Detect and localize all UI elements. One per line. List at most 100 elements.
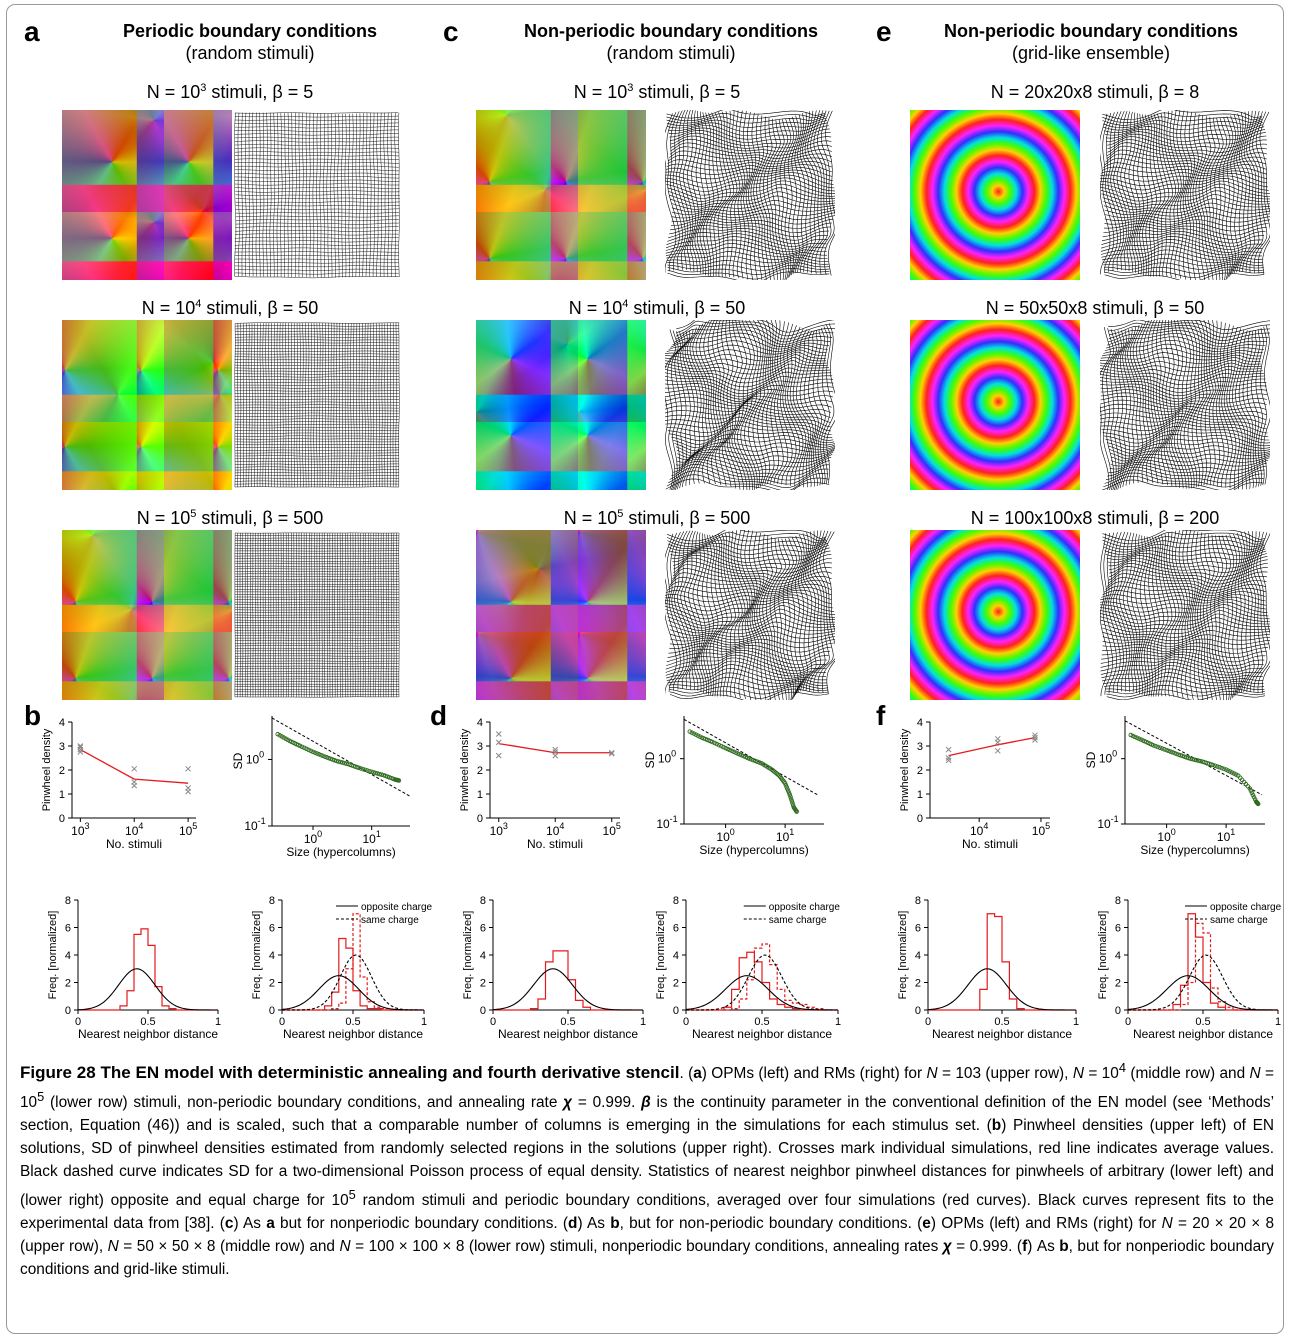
legend-same-label: same charge [361, 915, 419, 926]
legend-same-label: same charge [1210, 915, 1268, 926]
simulation-cross [77, 743, 84, 749]
sd-marker [1217, 765, 1222, 770]
sd-marker [336, 759, 341, 764]
fit-opposite-charge [685, 975, 839, 1011]
axis-frame [929, 722, 1050, 819]
experimental-fit [492, 968, 643, 1011]
row-title-c-3: N = 105 stimuli, β = 500 [563, 508, 751, 528]
sd-marker [788, 794, 793, 800]
y-tick-label: 0 [917, 813, 923, 825]
y-tick-label: 100 [658, 749, 676, 766]
y-axis-label: Pinwheel density [459, 728, 471, 811]
retinotopic-map [665, 320, 835, 490]
sd-marker [794, 809, 799, 814]
panel-letter-d: d [430, 700, 448, 731]
sd-marker [297, 743, 303, 749]
histogram-same-charge [282, 913, 424, 1011]
x-tick-label: 0 [75, 1016, 81, 1028]
sd-marker [718, 743, 724, 749]
figure-caption: Figure 28 The EN model with deterministi… [20, 1060, 1275, 1279]
sd-marker [1164, 747, 1169, 753]
y-tick-label: 0 [480, 1005, 486, 1017]
y-tick-label: 8 [1115, 895, 1121, 907]
simulation-cross [552, 752, 559, 759]
retinotopic-map [232, 320, 402, 490]
x-axis-label: Nearest neighbor distance [78, 1027, 218, 1041]
sd-marker [1210, 762, 1216, 768]
y-tick-label: 10-1 [244, 816, 265, 833]
y-tick-label: 1 [59, 789, 65, 801]
x-tick-label: 103 [490, 821, 508, 838]
fit-same-charge [686, 954, 839, 1011]
sd-marker [714, 741, 720, 747]
legend-same-label: same charge [769, 915, 827, 926]
sd-marker [1157, 745, 1163, 750]
simulation-cross [945, 746, 952, 753]
y-tick-label: 4 [65, 950, 71, 962]
row-title-c-2: N = 104 stimuli, β = 50 [568, 298, 746, 318]
sd-marker [304, 746, 309, 752]
simulation-cross [77, 744, 84, 751]
legend-opposite-label: opposite charge [361, 902, 433, 913]
orientation-preference-map [62, 110, 232, 280]
x-axis-label: No. stimuli [106, 837, 162, 851]
sd-marker [1190, 756, 1195, 762]
sd-marker [1192, 757, 1197, 762]
row-title-c-1: N = 103 stimuli, β = 5 [573, 82, 741, 102]
sd-marker [362, 767, 368, 773]
retinotopic-map [665, 530, 835, 700]
x-tick-label: 104 [546, 821, 564, 838]
x-tick-label: 1 [835, 1016, 841, 1028]
y-tick-label: 6 [915, 923, 921, 935]
sd-marker [1250, 792, 1256, 798]
simulation-cross [1032, 737, 1038, 743]
sd-marker [790, 800, 795, 806]
simulation-cross [945, 755, 952, 761]
y-tick-label: 0 [1115, 1005, 1121, 1017]
y-axis-label: SD [643, 751, 657, 768]
sd-marker [1215, 764, 1220, 769]
y-axis-label: Freq. [normalized] [897, 911, 909, 1000]
panel-letter-e: e [876, 16, 892, 47]
axis-frame [71, 722, 196, 819]
x-tick-label: 105 [179, 821, 197, 838]
retinotopic-map [232, 110, 402, 280]
axis-frame [271, 716, 410, 827]
y-tick-label: 10-1 [1097, 814, 1118, 831]
y-tick-label: 0 [673, 1005, 679, 1017]
x-axis-label: Size (hypercolumns) [699, 843, 808, 857]
fit-same-charge [282, 954, 425, 1011]
x-tick-label: 0.5 [1195, 1016, 1210, 1028]
y-tick-label: 8 [480, 895, 486, 907]
orientation-preference-map [910, 110, 1080, 280]
sd-marker [712, 740, 717, 746]
sd-marker [749, 757, 754, 762]
sd-marker [1251, 794, 1257, 800]
y-tick-label: 4 [269, 950, 275, 962]
sd-marker [365, 768, 370, 773]
row-title-a-3: N = 105 stimuli, β = 500 [136, 508, 324, 528]
y-tick-label: 0 [915, 1005, 921, 1017]
axis-frame [489, 722, 620, 819]
sd-marker [1219, 765, 1224, 771]
x-tick-label: 1 [1275, 1016, 1281, 1028]
y-tick-label: 2 [915, 978, 921, 990]
sd-marker [375, 771, 380, 776]
figure-frame [6, 4, 1284, 1334]
y-tick-label: 3 [59, 741, 65, 753]
x-tick-label: 101 [1217, 827, 1235, 844]
sd-marker [1221, 766, 1227, 772]
axis-frame [1124, 716, 1265, 825]
x-tick-label: 1 [640, 1016, 646, 1028]
orientation-preference-map [62, 320, 232, 490]
y-axis-label: Pinwheel density [899, 728, 911, 811]
y-tick-label: 4 [915, 950, 921, 962]
y-tick-label: 2 [480, 978, 486, 990]
x-axis-label: Size (hypercolumns) [286, 845, 395, 859]
sd-marker [721, 744, 726, 750]
y-tick-label: 4 [480, 950, 486, 962]
simulation-cross [495, 752, 502, 759]
histogram [78, 928, 218, 1011]
x-tick-label: 0 [279, 1016, 285, 1028]
retinotopic-map [232, 530, 402, 700]
